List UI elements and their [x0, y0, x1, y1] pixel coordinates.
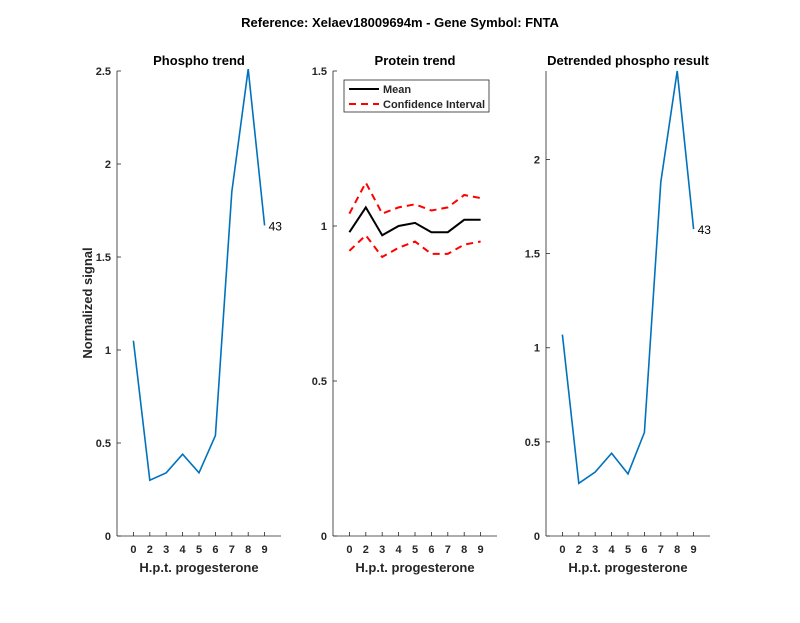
x-tick-label: 2 — [363, 544, 369, 556]
y-tick-label: 2 — [534, 154, 540, 166]
y-axis-label: Normalized signal — [80, 247, 95, 358]
figure-title: Reference: Xelaev18009694m - Gene Symbol… — [241, 15, 559, 30]
series-line-detrended — [562, 71, 693, 483]
x-tick-label: 5 — [625, 544, 631, 556]
y-tick-label: 1 — [534, 343, 540, 355]
x-tick-label: 4 — [396, 544, 403, 556]
y-tick-label: 0 — [534, 531, 540, 543]
y-tick-label: 1.5 — [96, 252, 111, 264]
x-axis-label: H.p.t. progesterone — [139, 560, 258, 575]
x-tick-label: 0 — [130, 544, 136, 556]
x-tick-label: 3 — [592, 544, 598, 556]
x-tick-label: 0 — [559, 544, 565, 556]
series-line-confidence-interval-lower — [349, 235, 480, 257]
x-tick-label: 0 — [346, 544, 352, 556]
x-tick-label: 8 — [245, 544, 251, 556]
x-tick-label: 6 — [641, 544, 647, 556]
x-tick-label: 9 — [478, 544, 484, 556]
x-tick-label: 5 — [412, 544, 418, 556]
x-tick-label: 6 — [212, 544, 218, 556]
x-tick-label: 9 — [691, 544, 697, 556]
series-line-phospho — [133, 69, 264, 480]
legend-label: Confidence Interval — [383, 99, 485, 111]
x-tick-label: 7 — [229, 544, 235, 556]
legend: Mean Confidence Interval — [344, 80, 489, 112]
y-tick-label: 1.5 — [525, 249, 540, 261]
legend-label: Mean — [383, 84, 411, 96]
x-axis-label: H.p.t. progesterone — [568, 560, 687, 575]
x-tick-label: 4 — [180, 544, 187, 556]
x-tick-label: 5 — [196, 544, 202, 556]
series-line-mean — [349, 207, 480, 235]
x-tick-label: 8 — [461, 544, 467, 556]
x-tick-label: 8 — [674, 544, 680, 556]
x-tick-label: 7 — [445, 544, 451, 556]
y-tick-label: 0 — [105, 531, 111, 543]
x-tick-label: 2 — [147, 544, 153, 556]
y-tick-label: 2 — [105, 159, 111, 171]
subplot-title: Phospho trend — [153, 53, 245, 68]
series-line-confidence-interval-upper — [349, 183, 480, 214]
y-tick-label: 0.5 — [525, 437, 540, 449]
y-tick-label: 1 — [321, 221, 327, 233]
x-axis-label: H.p.t. progesterone — [355, 560, 474, 575]
subplot-title: Detrended phospho result — [547, 53, 709, 68]
y-tick-label: 1 — [105, 345, 111, 357]
x-tick-label: 3 — [163, 544, 169, 556]
x-tick-label: 4 — [609, 544, 616, 556]
y-tick-label: 2.5 — [96, 66, 111, 78]
x-tick-label: 3 — [379, 544, 385, 556]
point-annotation: 43 — [269, 219, 283, 233]
subplot-title: Protein trend — [375, 53, 456, 68]
point-annotation: 43 — [698, 223, 712, 237]
y-tick-label: 1.5 — [312, 66, 327, 78]
x-tick-label: 7 — [658, 544, 664, 556]
x-tick-label: 9 — [262, 544, 268, 556]
y-tick-label: 0 — [321, 531, 327, 543]
y-tick-label: 0.5 — [96, 438, 111, 450]
x-tick-label: 6 — [428, 544, 434, 556]
x-tick-label: 2 — [576, 544, 582, 556]
y-tick-label: 0.5 — [312, 376, 327, 388]
